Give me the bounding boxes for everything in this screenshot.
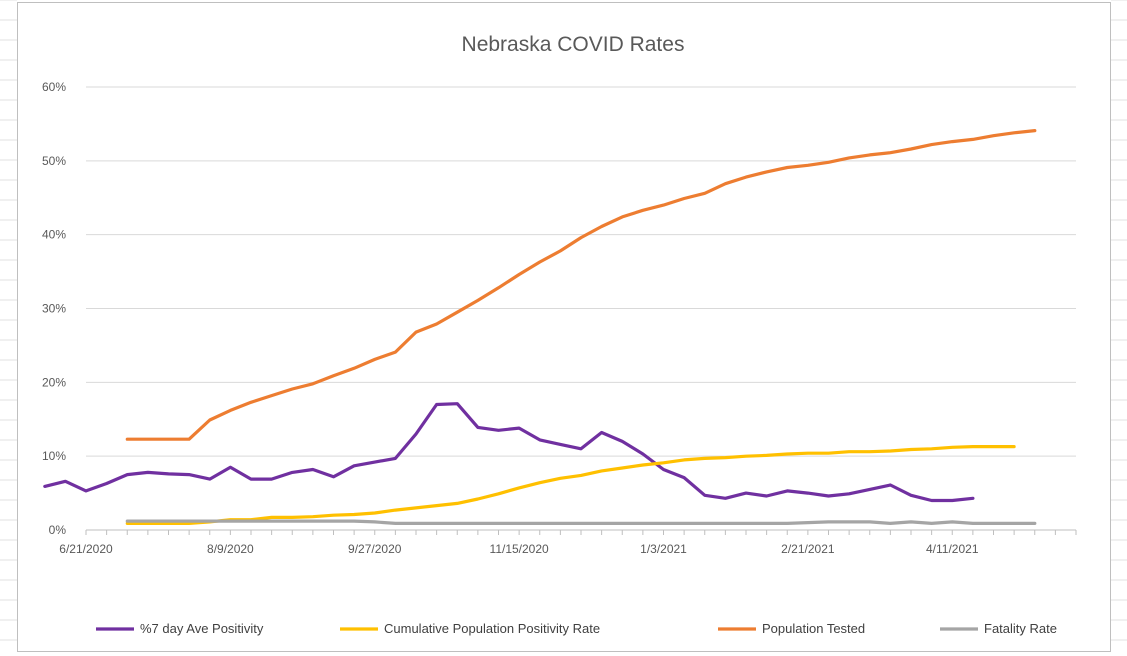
x-tick-label: 9/27/2020: [348, 542, 402, 556]
series-line-2: [125, 129, 1037, 441]
x-tick-label: 1/3/2021: [640, 542, 687, 556]
y-tick-label: 0%: [49, 523, 67, 537]
y-tick-label: 60%: [42, 80, 66, 94]
x-axis: 6/21/2020 8/9/2020 9/27/2020 11/15/2020 1/3/…: [59, 530, 1077, 556]
x-tick-label: 2/21/2021: [781, 542, 835, 556]
x-tick-label: 11/15/2020: [490, 542, 549, 556]
legend: %7 day Ave Positivity Cumulative Populati…: [96, 621, 1057, 636]
x-tick-label: 6/21/2020: [59, 542, 113, 556]
y-tick-label: 20%: [42, 375, 66, 389]
series-line-1: [125, 445, 1016, 525]
legend-label-0: %7 day Ave Positivity: [140, 621, 264, 636]
series-lines: [43, 129, 1037, 525]
legend-label-1: Cumulative Population Positivity Rate: [384, 621, 600, 636]
gridlines: [86, 86, 1076, 531]
y-tick-label: 30%: [42, 302, 66, 316]
legend-label-3: Fatality Rate: [984, 621, 1057, 636]
y-tick-label: 40%: [42, 228, 66, 242]
y-tick-label: 50%: [42, 154, 66, 168]
chart-title: Nebraska COVID Rates: [462, 33, 685, 56]
x-tick-label: 4/11/2021: [926, 542, 979, 556]
chart-area[interactable]: Nebraska COVID Rates 0% 10% 20% 30% 40% 50% 60…: [17, 2, 1111, 652]
series-line-0: [43, 402, 975, 503]
line-chart: Nebraska COVID Rates 0% 10% 20% 30% 40% 50% 60…: [42, 33, 1077, 636]
y-axis-ticks: 0% 10% 20% 30% 40% 50% 60%: [42, 80, 66, 537]
y-tick-label: 10%: [42, 449, 66, 463]
x-tick-label: 8/9/2020: [207, 542, 254, 556]
series-line-3: [125, 519, 1037, 525]
legend-label-2: Population Tested: [762, 621, 865, 636]
